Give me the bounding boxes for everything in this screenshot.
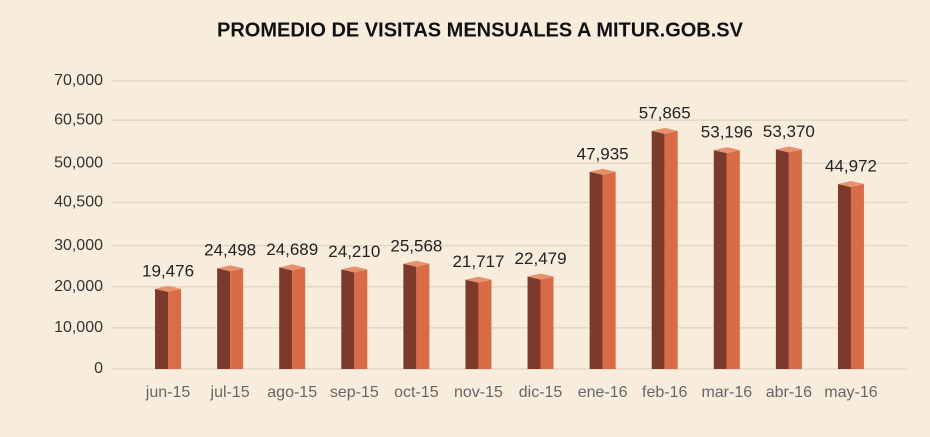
bar-top: [279, 264, 306, 271]
bar-side: [230, 268, 244, 369]
bar: [651, 127, 678, 369]
x-tick-label: mar-16: [701, 384, 752, 401]
bar-side: [602, 171, 616, 369]
bar-front: [465, 279, 479, 369]
bar-top: [775, 146, 802, 153]
y-tick-label: 10,000: [54, 319, 103, 336]
bar: [527, 273, 554, 369]
bar-side: [354, 269, 368, 369]
bar-front: [775, 149, 789, 369]
bar-side: [168, 288, 182, 369]
data-label: 53,196: [701, 123, 753, 142]
bar-side: [478, 279, 492, 369]
bar-front: [217, 268, 231, 369]
x-tick-label: feb-16: [642, 384, 687, 401]
y-tick-label: 60,500: [54, 111, 103, 128]
bar: [713, 147, 740, 369]
bar-side: [292, 267, 306, 369]
x-tick-label: may-16: [824, 384, 877, 401]
bar-top: [217, 265, 244, 272]
bar-front: [341, 269, 355, 369]
bar-front: [279, 267, 293, 369]
x-tick-label: sep-15: [330, 384, 379, 401]
x-tick-label: ago-15: [267, 384, 317, 401]
x-tick-label: oct-15: [394, 384, 439, 401]
bar-side: [664, 130, 678, 369]
x-tick-label: jun-15: [145, 384, 191, 401]
bar-front: [527, 276, 541, 369]
bar: [217, 265, 244, 369]
y-tick-label: 20,000: [54, 278, 103, 295]
x-tick-label: abr-16: [766, 384, 812, 401]
y-tick-label: 70,000: [54, 72, 103, 89]
data-label: 25,568: [390, 236, 442, 255]
bar-top: [527, 273, 554, 280]
bar-front: [651, 130, 665, 369]
x-tick-label: jul-15: [210, 384, 250, 401]
bar-side: [416, 263, 430, 369]
bar-side: [726, 150, 740, 369]
bar: [465, 276, 492, 369]
bar-top: [713, 147, 740, 154]
bar-side: [850, 183, 864, 369]
bar: [341, 266, 368, 369]
data-label: 21,717: [452, 252, 504, 271]
bar: [155, 285, 182, 369]
bar-front: [403, 263, 417, 369]
x-tick-label: nov-15: [454, 384, 503, 401]
bar-top: [341, 266, 368, 273]
bar: [279, 264, 306, 369]
x-tick-label: dic-15: [519, 384, 563, 401]
bar-top: [651, 127, 678, 134]
data-label: 22,479: [515, 249, 567, 268]
bar: [837, 180, 864, 369]
bar-top: [155, 285, 182, 292]
data-label: 57,865: [639, 103, 691, 122]
bar-side: [540, 276, 554, 369]
bar-top: [465, 276, 492, 283]
bar-top: [403, 260, 430, 267]
data-label: 24,210: [328, 242, 380, 261]
data-label: 24,689: [266, 240, 318, 259]
bar-front: [713, 150, 727, 369]
y-tick-label: 50,000: [54, 155, 103, 172]
bar-front: [589, 171, 603, 369]
data-label: 47,935: [577, 144, 629, 163]
y-tick-label: 40,500: [54, 194, 103, 211]
bar: [403, 260, 430, 369]
bar-front: [155, 288, 169, 369]
chart-title: PROMEDIO DE VISITAS MENSUALES A MITUR.GO…: [217, 19, 744, 41]
data-label: 24,498: [204, 241, 256, 260]
bar-top: [589, 168, 616, 175]
data-label: 19,476: [142, 261, 194, 280]
data-label: 53,370: [763, 122, 815, 141]
bar: [775, 146, 802, 369]
data-label: 44,972: [825, 156, 877, 175]
y-tick-label: 0: [94, 360, 103, 377]
bar-front: [837, 183, 851, 369]
x-tick-label: ene-16: [578, 384, 628, 401]
bar: [589, 168, 616, 369]
bar-top: [837, 180, 864, 187]
y-tick-label: 30,000: [54, 237, 103, 254]
bar-side: [788, 149, 802, 369]
